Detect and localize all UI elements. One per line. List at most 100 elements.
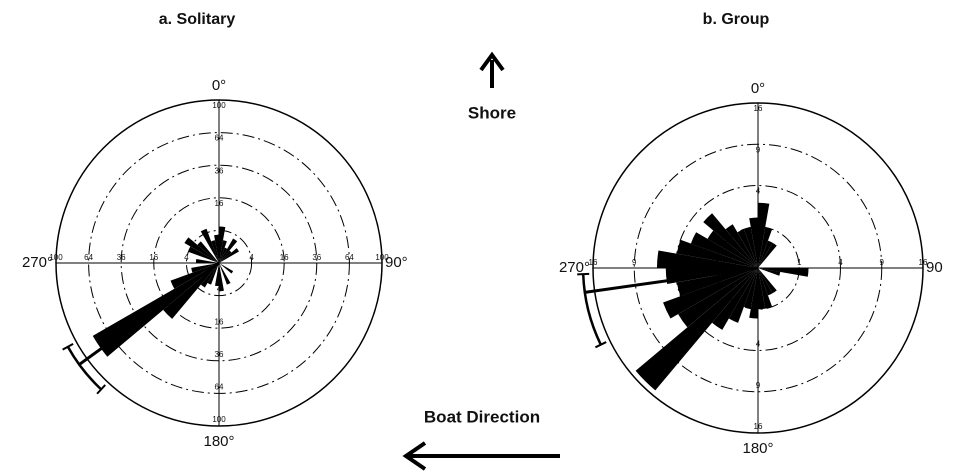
r-tick-label: 36 — [117, 253, 126, 262]
wedge — [758, 268, 809, 277]
ring — [153, 197, 285, 329]
r-tick-label: 64 — [215, 134, 224, 143]
r-tick-label: 16 — [149, 253, 158, 262]
mean-ci-cap — [62, 342, 74, 351]
wedge — [197, 241, 219, 263]
ring — [55, 99, 383, 427]
r-tick-label: 9 — [632, 258, 637, 267]
wedge — [191, 263, 219, 273]
direction-label: 270° — [22, 254, 53, 271]
direction-label: 0° — [751, 80, 765, 97]
mean-ci-cap — [594, 341, 607, 349]
wedge — [219, 250, 232, 263]
wedge — [758, 268, 781, 276]
mean-ci-cap — [96, 384, 106, 395]
mean-ci-arc — [581, 274, 602, 346]
shore-label: Shore — [468, 103, 516, 122]
wedge — [207, 263, 219, 285]
boat-direction-label: Boat Direction — [424, 407, 540, 426]
wedge — [758, 268, 773, 309]
wedge — [725, 224, 758, 268]
wedge — [219, 240, 227, 263]
wedge — [200, 263, 219, 288]
direction-label: 90° — [385, 254, 408, 271]
wedge — [758, 268, 777, 294]
r-tick-label: 16 — [754, 422, 763, 431]
wedge — [200, 228, 219, 263]
wedge — [743, 227, 758, 268]
wedge — [635, 268, 758, 391]
wedge — [195, 258, 219, 263]
r-tick-label: 9 — [756, 381, 761, 390]
wedge — [219, 238, 238, 263]
r-tick-label: 16 — [754, 104, 763, 113]
r-tick-label: 4 — [756, 187, 761, 196]
wedge — [707, 230, 758, 268]
r-tick-label: 36 — [215, 166, 224, 175]
wedge — [219, 263, 231, 285]
r-tick-label: 9 — [880, 258, 885, 267]
r-tick-label: 16 — [589, 258, 598, 267]
wedge — [219, 263, 224, 292]
ring — [88, 132, 350, 394]
ring — [185, 229, 253, 297]
wedge — [749, 268, 758, 319]
direction-label: 180° — [742, 440, 773, 457]
r-tick-label: 16 — [215, 317, 224, 326]
ring — [592, 102, 924, 434]
wedge — [656, 250, 758, 268]
mean-ci-arc — [66, 346, 103, 391]
r-tick-label: 36 — [215, 350, 224, 359]
wedge — [758, 268, 773, 296]
boat-arrow-head — [402, 441, 427, 471]
wedge — [758, 202, 770, 268]
mean-vector — [584, 266, 759, 294]
wedge — [690, 232, 758, 268]
r-tick-label: 100 — [375, 253, 389, 262]
wedge — [758, 227, 773, 268]
r-tick-label: 64 — [84, 253, 93, 262]
r-tick-label: 100 — [212, 101, 226, 110]
wedge — [737, 229, 758, 268]
wedge — [678, 268, 758, 328]
r-tick-label: 16 — [215, 199, 224, 208]
wedge — [758, 242, 777, 268]
r-tick-label: 4 — [184, 253, 189, 262]
r-tick-label: 1 — [797, 258, 802, 267]
wedge — [758, 240, 773, 268]
wedge — [219, 263, 234, 274]
r-tick-label: 36 — [312, 253, 321, 262]
r-tick-label: 9 — [756, 145, 761, 154]
r-tick-label: 64 — [345, 253, 354, 262]
ring — [120, 164, 318, 362]
wedge — [188, 246, 219, 263]
r-tick-label: 64 — [215, 383, 224, 392]
direction-label: 90 — [926, 259, 943, 276]
wedge — [749, 217, 758, 268]
direction-label: 270° — [559, 259, 590, 276]
wedge — [219, 247, 228, 263]
wedge — [170, 263, 219, 289]
r-tick-label: 4 — [756, 340, 761, 349]
r-tick-label: 100 — [212, 415, 226, 424]
wedge — [712, 268, 758, 330]
direction-label: 180° — [203, 433, 234, 450]
mean-vector — [78, 261, 220, 366]
wedge — [758, 268, 766, 310]
wedge — [676, 239, 758, 268]
wedge — [214, 263, 219, 287]
wedge — [214, 234, 219, 263]
direction-label: 0° — [212, 77, 226, 94]
wedge — [219, 226, 226, 263]
wedge — [703, 213, 758, 268]
chart-title: b. Group — [703, 11, 770, 28]
r-tick-label: 4 — [838, 258, 843, 267]
wedge — [663, 268, 758, 319]
wedge — [676, 268, 758, 297]
chart-title: a. Solitary — [159, 11, 236, 28]
wedge — [163, 263, 219, 319]
ring — [633, 143, 883, 393]
shore-arrow-head — [479, 51, 505, 72]
r-tick-label: 100 — [49, 253, 63, 262]
